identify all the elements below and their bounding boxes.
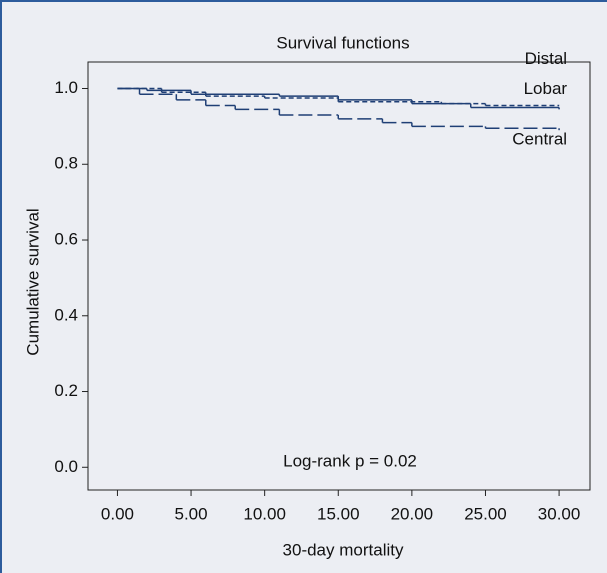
series-label: Distal xyxy=(525,49,568,68)
x-axis-label: 30-day mortality xyxy=(283,540,404,559)
x-tick-label: 0.00 xyxy=(101,504,134,523)
left-border xyxy=(0,0,2,573)
x-tick-label: 5.00 xyxy=(175,504,208,523)
x-tick-label: 30.00 xyxy=(538,504,581,523)
x-tick-label: 20.00 xyxy=(391,504,434,523)
plot-frame xyxy=(87,61,591,491)
x-tick-label: 25.00 xyxy=(464,504,507,523)
x-tick-label: 10.00 xyxy=(243,504,286,523)
y-tick-label: 0.6 xyxy=(54,230,78,249)
series-label: Central xyxy=(512,130,567,149)
y-tick-label: 0.0 xyxy=(54,457,78,476)
y-tick-label: 0.4 xyxy=(54,305,78,324)
series-label: Lobar xyxy=(524,79,568,98)
annotation: Log-rank p = 0.02 xyxy=(283,451,417,470)
y-axis-label: Cumulative survival xyxy=(23,208,42,355)
chart-title: Survival functions xyxy=(276,33,409,52)
top-border xyxy=(0,0,607,2)
y-tick-label: 0.8 xyxy=(54,154,78,173)
y-tick-label: 0.2 xyxy=(54,381,78,400)
y-tick-label: 1.0 xyxy=(54,78,78,97)
x-tick-label: 15.00 xyxy=(317,504,360,523)
